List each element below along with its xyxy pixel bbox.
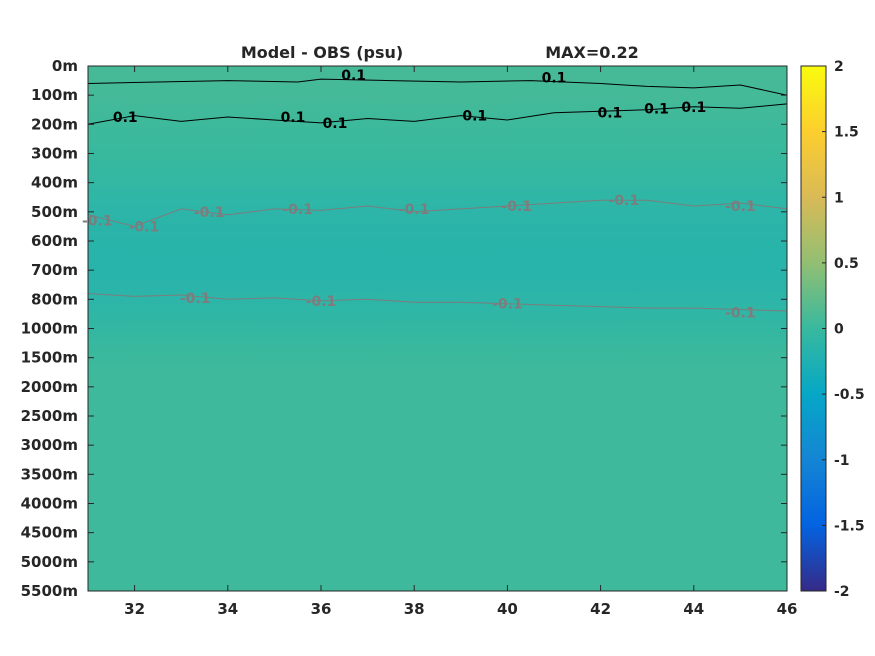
colorbar-tick-label: -1.5 [834, 518, 865, 534]
x-tick-label: 42 [590, 600, 611, 618]
x-tick-label: 32 [124, 600, 145, 618]
x-axis: 32 34 36 38 40 42 44 46 [124, 66, 797, 618]
contour-line [87, 78, 788, 96]
contour-label: -0.1 [282, 202, 313, 218]
contour-label: 0.1 [681, 100, 706, 116]
contour-label: 0.1 [462, 109, 487, 125]
colorbar-gradient [800, 65, 827, 592]
y-tick-label: 800m [31, 290, 78, 308]
colorbar-tick-label: 1 [834, 190, 844, 206]
y-tick-label: 500m [31, 203, 78, 221]
contour-line [87, 293, 788, 312]
colorbar-tick-label: 1.5 [834, 125, 859, 141]
contour-label: 0.1 [598, 106, 623, 122]
y-tick-label: 100m [31, 86, 78, 104]
y-tick-label: 5000m [21, 553, 78, 571]
contour-label: 0.1 [113, 110, 138, 126]
y-tick-label: 2000m [21, 378, 78, 396]
y-tick-label: 1000m [21, 320, 78, 338]
x-tick-label: 34 [217, 600, 238, 618]
heatmap-field [88, 66, 787, 591]
y-tick-label: 3500m [21, 465, 78, 483]
contour-label: -0.1 [180, 291, 211, 307]
contour-label: -0.1 [501, 199, 532, 215]
contour-label: -0.1 [82, 214, 113, 230]
colorbar-tick-label: 0 [834, 322, 844, 338]
contour-label: -0.1 [609, 193, 640, 209]
y-tick-label: 300m [31, 145, 78, 163]
y-tick-label: 3000m [21, 436, 78, 454]
colorbar-tick-label: -1 [834, 453, 850, 469]
y-tick-label: 5500m [21, 582, 78, 600]
contour-line [87, 103, 788, 125]
contour-label: 0.1 [542, 71, 567, 87]
contour-label: -0.1 [399, 202, 430, 218]
y-tick-label: 0m [52, 57, 78, 75]
contour-label: -0.1 [306, 294, 337, 310]
colorbar-tick-label: -2 [834, 584, 850, 600]
contour-label: -0.1 [725, 199, 756, 215]
x-tick-label: 38 [404, 600, 425, 618]
x-tick-label: 46 [777, 600, 798, 618]
y-tick-label: 400m [31, 174, 78, 192]
colorbar-tick-label: 2 [834, 59, 844, 75]
y-tick-label: 1500m [21, 349, 78, 367]
x-tick-label: 44 [683, 600, 704, 618]
contour-label: 0.1 [644, 101, 669, 117]
x-tick-label: 40 [497, 600, 518, 618]
contour-label: -0.1 [129, 219, 160, 235]
y-tick-label: 200m [31, 115, 78, 133]
y-tick-label: 4000m [21, 495, 78, 513]
chart-title-left: Model - OBS (psu) [241, 43, 403, 62]
contour-label: -0.1 [725, 305, 756, 321]
contour-label: 0.1 [341, 68, 366, 84]
y-axis: 0m 100m 200m 300m 400m 500m 600m 700m 800m 1000m 1… [21, 57, 787, 600]
contour-label: -0.1 [194, 205, 225, 221]
y-tick-label: 700m [31, 261, 78, 279]
contour-line [87, 199, 788, 227]
contour-label: 0.1 [281, 110, 306, 126]
colorbar: 2 1.5 1 0.5 0 -0.5 -1 -1.5 -2 [800, 59, 865, 600]
x-tick-label: 36 [311, 600, 332, 618]
y-tick-label: 600m [31, 232, 78, 250]
chart-title-right: MAX=0.22 [545, 43, 639, 62]
plot-area: 0.1 0.10.1 0.1 0.1 0.1 0.1 0.1 0.1-0.1 -0.1-0.1-… [82, 65, 788, 592]
colorbar-tick-label: -0.5 [834, 387, 865, 403]
y-tick-label: 2500m [21, 407, 78, 425]
y-tick-label: 4500m [21, 524, 78, 542]
colorbar-tick-label: 0.5 [834, 256, 859, 272]
contour-label: -0.1 [492, 297, 523, 313]
contour-label: 0.1 [323, 116, 348, 132]
